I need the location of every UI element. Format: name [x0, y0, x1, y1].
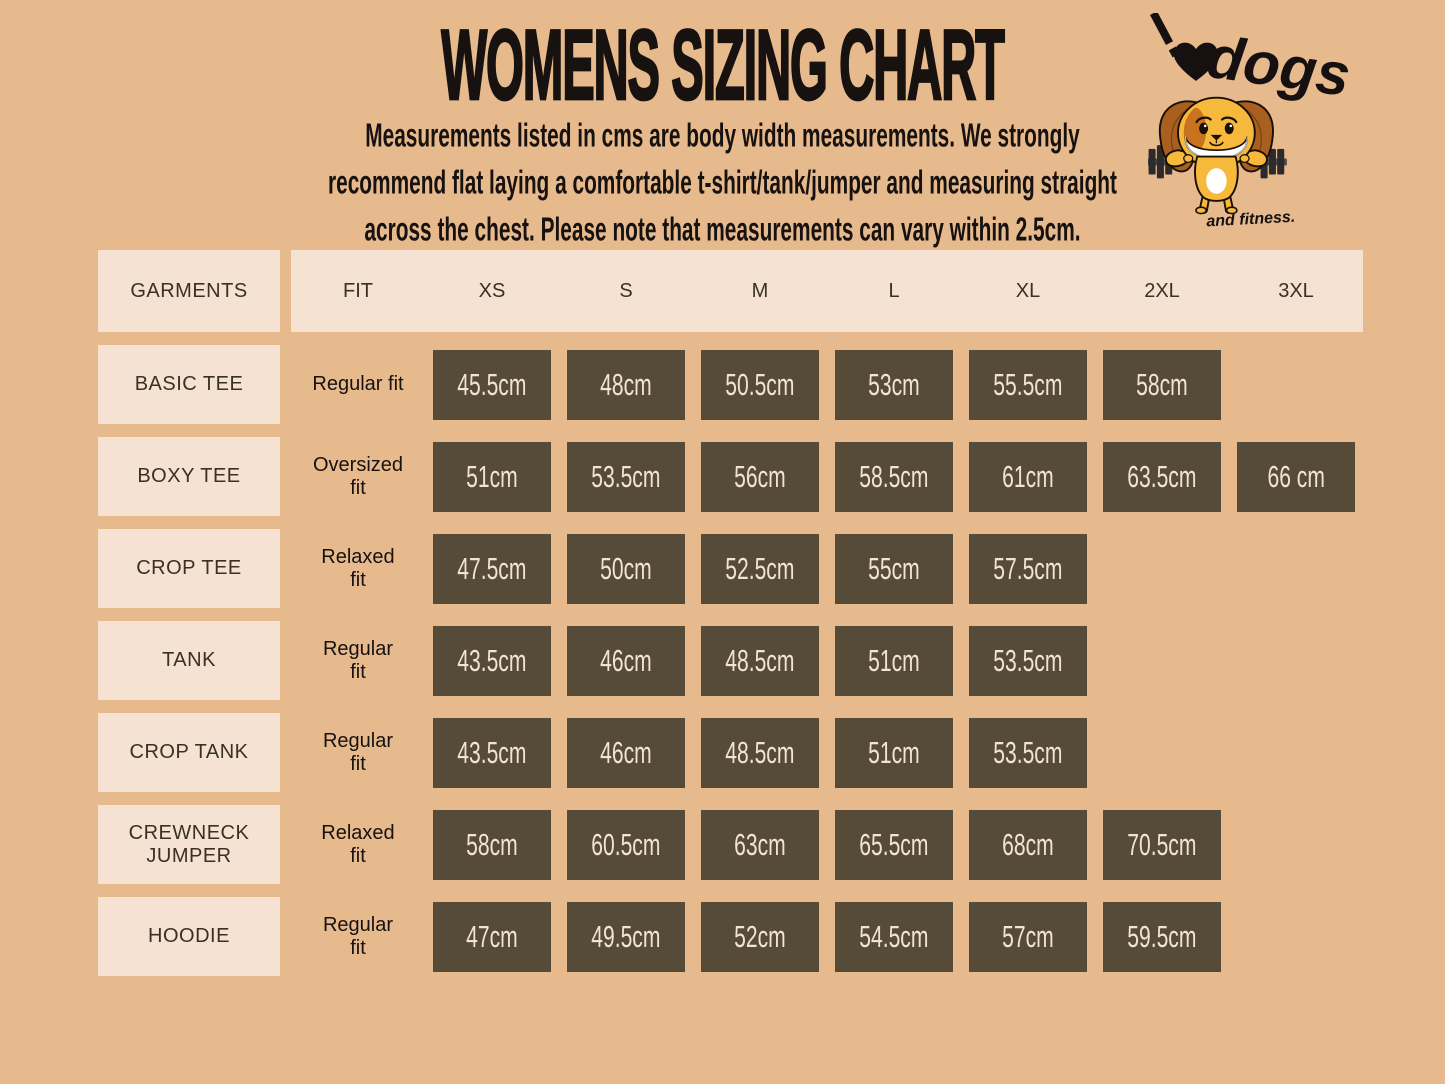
svg-text:and fitness.: and fitness. [1206, 209, 1296, 228]
svg-text:dogs: dogs [1203, 23, 1354, 109]
